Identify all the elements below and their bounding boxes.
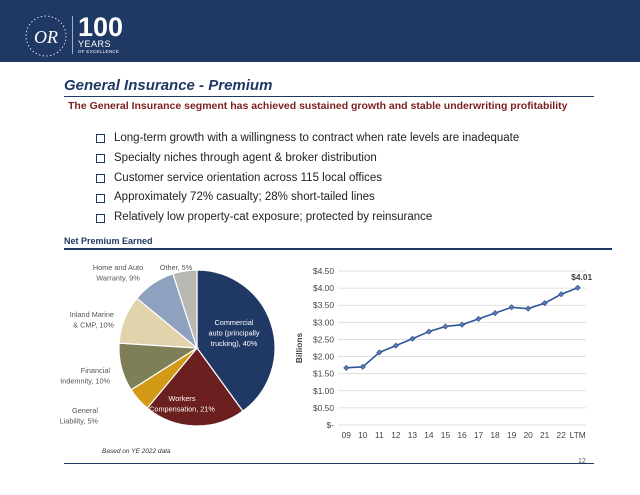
section-label: Net Premium Earned (64, 236, 153, 246)
footer-rule (64, 463, 594, 464)
x-tick-label: 13 (408, 430, 418, 440)
x-tick-label: 17 (474, 430, 484, 440)
pie-slice-label: Inland Marine & CMP, 10% (70, 310, 115, 330)
x-tick-label: 12 (391, 430, 401, 440)
y-tick-label: $0.50 (313, 403, 334, 413)
y-axis-label: Billions (294, 333, 304, 364)
data-point (558, 291, 565, 298)
logo-number: 100 (78, 12, 124, 42)
data-point (409, 335, 416, 342)
pie-slice (146, 347, 244, 427)
data-point (359, 363, 366, 370)
bullet-item: Long-term growth with a willingness to c… (96, 129, 519, 149)
logo-years: YEARS (78, 39, 112, 49)
page-title: General Insurance - Premium (64, 77, 273, 94)
logo-wordmark: 100 YEARS OF EXCELLENCE (78, 14, 123, 55)
data-point (492, 310, 499, 317)
svg-text:OR: OR (34, 27, 58, 47)
pie-slice-label: Workers Compensation, 21% (149, 394, 215, 414)
x-tick-label: 15 (441, 430, 451, 440)
data-point (574, 284, 581, 291)
checkbox-bullet-icon (96, 193, 105, 203)
y-tick-label: $3.00 (313, 317, 334, 327)
pie-slice-label: Other, 5% (160, 263, 193, 272)
data-point (376, 349, 383, 356)
footnote: Based on YE 2022 data (102, 448, 171, 455)
section-rule (64, 248, 612, 250)
data-point (475, 315, 482, 322)
y-tick-label: $4.00 (313, 283, 334, 293)
data-point (458, 321, 466, 328)
x-tick-label: 16 (457, 430, 467, 440)
data-point (442, 323, 449, 330)
data-point (425, 328, 432, 335)
x-tick-label: LTM (570, 430, 586, 440)
pie-slice-label: Financial Indemnity, 10% (60, 366, 110, 386)
y-tick-label: $- (327, 420, 335, 430)
logo-excellence: OF EXCELLENCE (78, 49, 120, 54)
bullet-item: Relatively low property-cat exposure; pr… (96, 208, 519, 228)
y-tick-label: $1.50 (313, 369, 334, 379)
data-point (525, 305, 532, 312)
y-tick-label: $1.00 (313, 386, 334, 396)
company-seal-logo: OR (25, 15, 67, 57)
data-point (343, 364, 350, 371)
x-tick-label: 21 (540, 430, 550, 440)
x-tick-label: 19 (507, 430, 517, 440)
bullet-item: Approximately 72% casualty; 28% short-ta… (96, 188, 519, 208)
bullet-text: Customer service orientation across 115 … (114, 171, 383, 184)
header-banner: OR 100 YEARS OF EXCELLENCE (0, 0, 640, 62)
bullet-text: Relatively low property-cat exposure; pr… (114, 211, 433, 224)
x-tick-label: 09 (342, 430, 352, 440)
x-tick-label: 22 (557, 430, 567, 440)
x-tick-label: 18 (490, 430, 500, 440)
line-chart: $- $0.50 $1.00 $1.50 $2.00 $2.50 $3.00 $3.50 $4.… (294, 266, 593, 440)
page-subtitle: The General Insurance segment has achiev… (68, 100, 568, 112)
y-tick-label: $2.50 (313, 334, 334, 344)
bullet-list: Long-term growth with a willingness to c… (96, 129, 519, 228)
bullet-item: Customer service orientation across 115 … (96, 169, 519, 189)
page-number: 12 (578, 458, 586, 465)
x-tick-label: 11 (375, 430, 384, 440)
checkbox-bullet-icon (96, 154, 105, 164)
pie-slice (172, 269, 198, 349)
pie-slice (196, 269, 276, 412)
pie-slice-label: General Liability, 5% (60, 406, 98, 426)
data-point (392, 342, 399, 349)
y-tick-label: $2.00 (313, 352, 334, 362)
pie-chart: Commercial auto (principally trucking), 40… (60, 263, 276, 427)
checkbox-bullet-icon (96, 173, 105, 183)
bullet-text: Approximately 72% casualty; 28% short-ta… (114, 191, 375, 204)
title-rule (64, 96, 594, 97)
data-label: $4.01 (571, 272, 592, 282)
data-point (541, 300, 548, 307)
x-tick-label: 10 (358, 430, 368, 440)
y-tick-label: $3.50 (313, 300, 334, 310)
checkbox-bullet-icon (96, 213, 105, 223)
pie-slice-label: Home and Auto Warranty, 9% (93, 263, 143, 283)
y-tick-label: $4.50 (313, 266, 334, 276)
bullet-text: Long-term growth with a willingness to c… (114, 132, 520, 144)
checkbox-bullet-icon (96, 134, 105, 144)
x-tick-label: 14 (424, 430, 434, 440)
bullet-text: Specialty niches through agent & broker … (114, 151, 377, 164)
series-line (346, 287, 579, 369)
data-point (508, 304, 515, 311)
logo-divider (72, 16, 73, 54)
bullet-item: Specialty niches through agent & broker … (96, 149, 519, 169)
pie-slice-label: Commercial auto (principally trucking), 40… (208, 318, 259, 348)
x-tick-label: 20 (523, 430, 533, 440)
